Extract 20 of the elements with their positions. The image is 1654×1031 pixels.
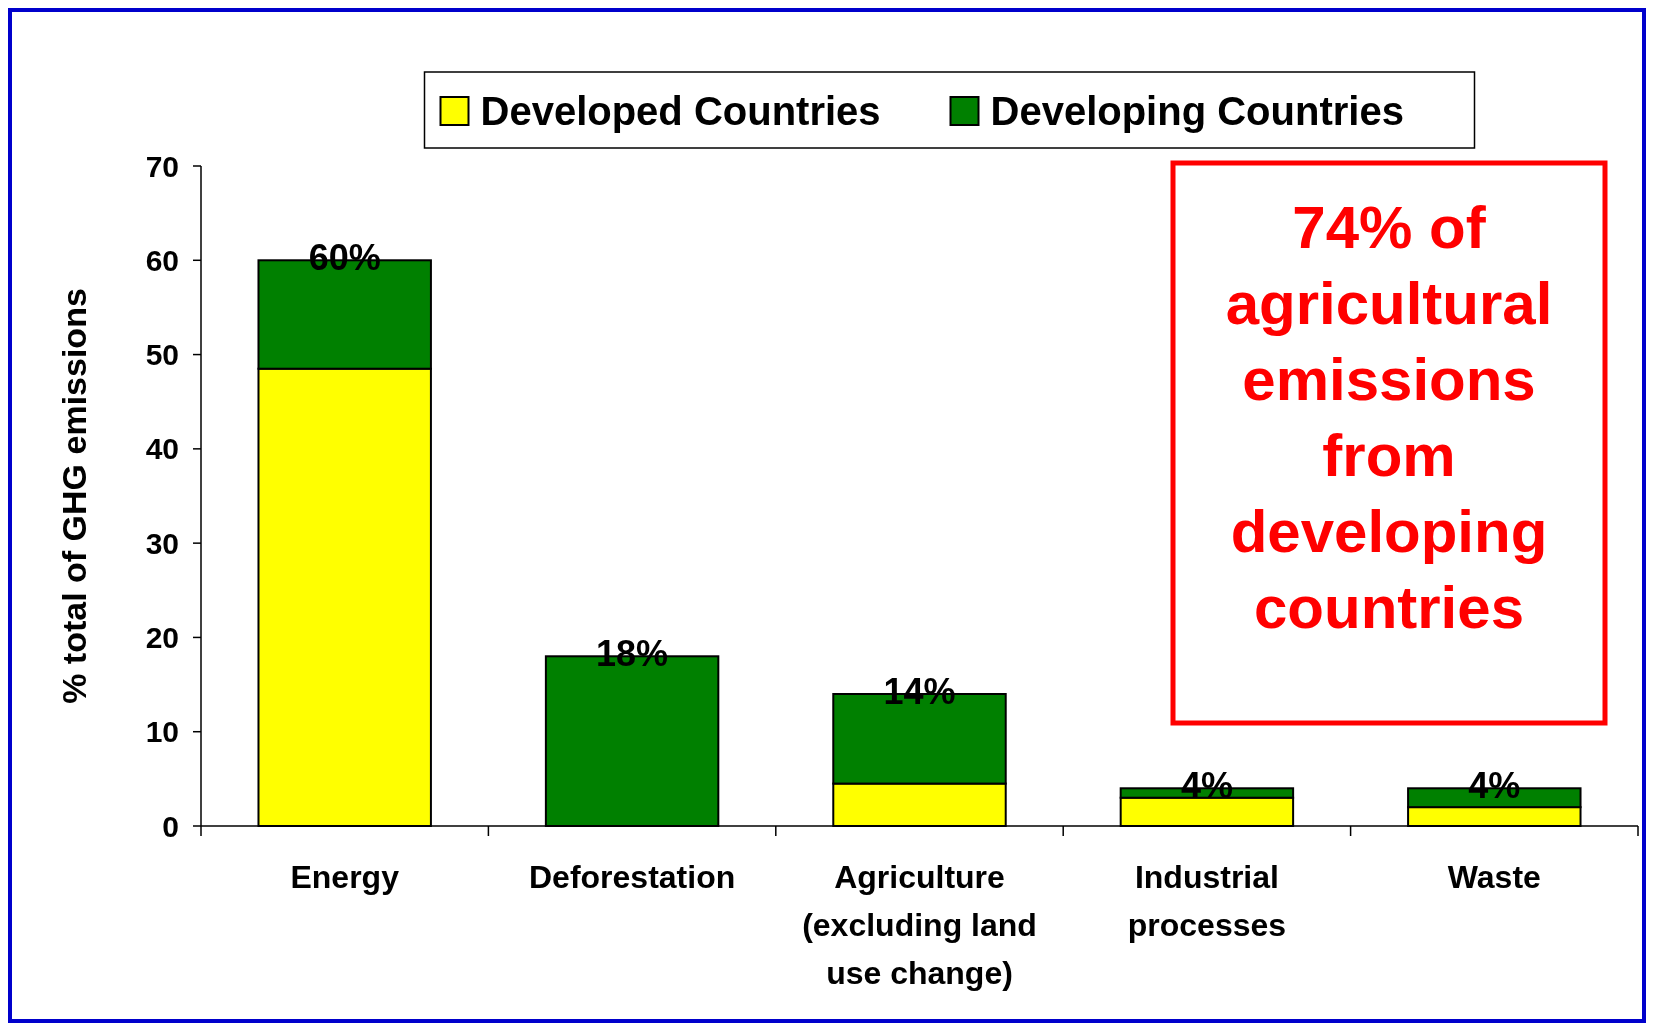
y-tick-label: 40 <box>145 432 179 466</box>
x-tick-label: Industrial processes <box>1127 859 1287 943</box>
y-tick-label: 10 <box>145 715 179 749</box>
x-tick-label: Waste <box>1447 859 1541 895</box>
annotation: 74% of agricultural emissions from developing countries <box>1225 194 1553 641</box>
legend-label: Developed Countries <box>480 89 881 133</box>
y-tick-label: 60 <box>145 243 179 277</box>
total-label: 60% <box>308 237 381 279</box>
y-tick-label: 50 <box>145 338 179 372</box>
y-tick-label: 70 <box>145 149 179 183</box>
total-label: 4% <box>1468 765 1521 807</box>
x-tick-label: Deforestation <box>528 859 736 895</box>
x-tick-label: Energy <box>290 859 400 895</box>
legend-label: Developing Countries <box>990 89 1404 133</box>
y-tick-label: 0 <box>162 809 179 843</box>
y-tick-label: 30 <box>145 526 179 560</box>
total-label: 18% <box>596 633 669 675</box>
y-axis-title: % total of GHG emissions <box>55 288 93 704</box>
y-tick-label: 20 <box>145 620 179 654</box>
x-tick-label: Agriculture (excluding land use change) <box>802 859 1037 991</box>
